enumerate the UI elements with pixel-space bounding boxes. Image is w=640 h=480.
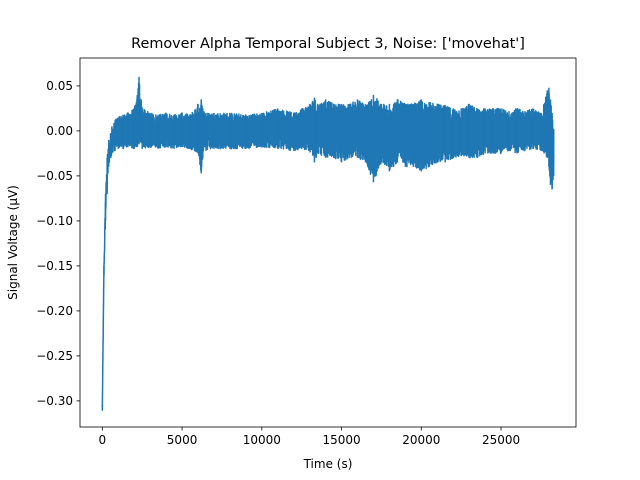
y-tick-label: −0.15 <box>36 259 73 273</box>
y-tick-label: −0.30 <box>36 394 73 408</box>
signal-line <box>101 82 555 408</box>
y-tick-label: −0.10 <box>36 214 73 228</box>
y-tick-label: −0.20 <box>36 304 73 318</box>
x-axis-label: Time (s) <box>303 457 353 471</box>
y-tick-label: −0.25 <box>36 349 73 363</box>
y-tick-label: −0.05 <box>36 169 73 183</box>
axes-frame <box>79 57 577 428</box>
series-layer <box>101 76 555 411</box>
x-tick-label: 10000 <box>243 433 281 447</box>
x-tick-label: 25000 <box>482 433 520 447</box>
x-tick-label: 0 <box>99 433 107 447</box>
y-axis: 0.05 0.00 −0.05 −0.10 −0.15 −0.20 −0.25 −0.30 <box>36 79 80 408</box>
x-tick-label: 15000 <box>322 433 360 447</box>
y-axis-label: Signal Voltage (µV) <box>6 185 20 300</box>
x-axis: 0 5000 10000 15000 20000 25000 <box>99 427 520 447</box>
signal-peaks <box>101 76 555 411</box>
y-tick-label: 0.05 <box>46 79 73 93</box>
y-tick-label: 0.00 <box>46 124 73 138</box>
plot-area <box>101 76 555 411</box>
x-tick-label: 5000 <box>167 433 198 447</box>
chart-title: Remover Alpha Temporal Subject 3, Noise:… <box>131 36 525 52</box>
x-tick-label: 20000 <box>402 433 440 447</box>
